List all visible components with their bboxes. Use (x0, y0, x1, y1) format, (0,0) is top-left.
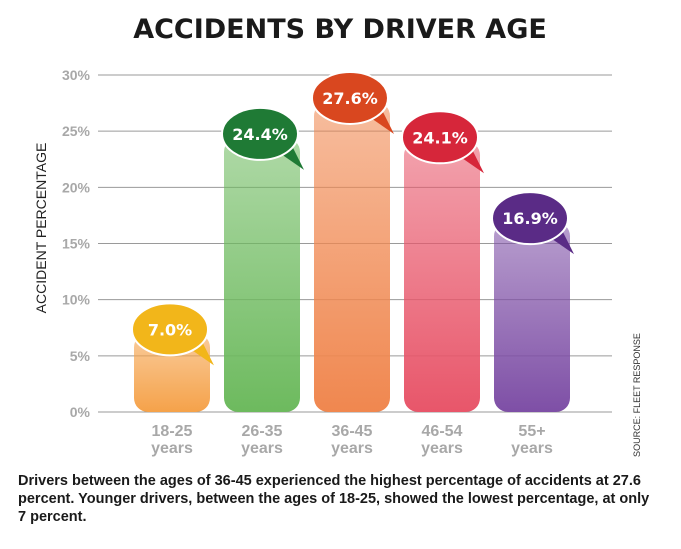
data-label: 7.0% (148, 320, 192, 339)
data-label-bubble: 24.4% (221, 106, 304, 170)
data-label-bubble: 7.0% (131, 302, 214, 366)
bar (404, 141, 480, 412)
caption: Drivers between the ages of 36-45 experi… (18, 473, 650, 525)
y-tick-label: 10% (62, 292, 91, 308)
y-tick-labels: 0% 5% 10% 15% 20% 25% 30% (62, 67, 91, 420)
x-tick-labels: 18-25 years 26-35 years 36-45 years 46-54 years… (151, 423, 553, 457)
bars (134, 101, 570, 413)
data-label: 16.9% (502, 209, 558, 228)
x-tick-label: 55+ years (511, 423, 553, 457)
bar (494, 222, 570, 412)
bubble-body (221, 106, 299, 161)
y-tick-label: 5% (70, 348, 91, 364)
x-tick-label: 36-45 years (331, 423, 373, 457)
data-label: 24.1% (412, 128, 468, 147)
y-tick-label: 20% (62, 179, 91, 195)
data-labels: 7.0% 24.4% 27.6% 24.1% 16.9% (131, 70, 574, 366)
y-tick-label: 15% (62, 236, 91, 252)
data-label-bubble: 27.6% (311, 70, 394, 134)
source-note: SOURCE: FLEET RESPONSE (632, 333, 642, 457)
bubble-body (131, 302, 209, 357)
y-tick-label: 30% (62, 67, 91, 83)
bubble-body (311, 70, 389, 125)
bubble-body (491, 191, 569, 246)
y-tick-label: 25% (62, 123, 91, 139)
x-tick-label: 46-54 years (421, 423, 463, 457)
bar (224, 137, 300, 412)
bubble-body (401, 110, 479, 165)
chart-title: ACCIDENTS BY DRIVER AGE (133, 14, 547, 45)
data-label: 24.4% (232, 125, 288, 144)
x-tick-label: 26-35 years (241, 423, 283, 457)
data-label: 27.6% (322, 89, 378, 108)
data-label-bubble: 24.1% (401, 110, 484, 174)
data-label-bubble: 16.9% (491, 191, 574, 255)
y-axis-label: ACCIDENT PERCENTAGE (33, 143, 49, 314)
x-tick-label: 18-25 years (151, 423, 193, 457)
y-tick-label: 0% (70, 404, 91, 420)
bar (314, 101, 390, 413)
